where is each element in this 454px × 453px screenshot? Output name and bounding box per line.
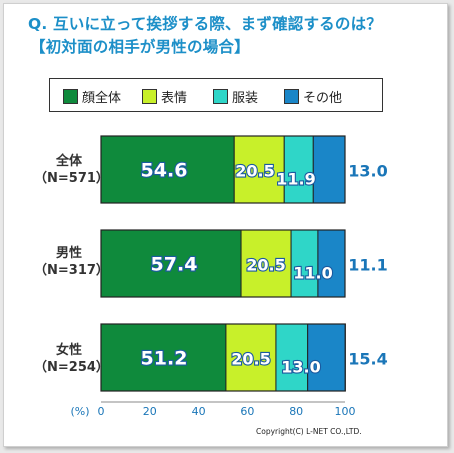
value-label-male-other: 11.1 bbox=[348, 256, 387, 275]
bar-female-clothing bbox=[275, 323, 309, 392]
bar-male-face bbox=[100, 229, 242, 298]
row-label-female: 女性 （N=254） bbox=[34, 342, 109, 376]
x-tick-label-100: 100 bbox=[335, 405, 356, 418]
row-name-male: 男性 bbox=[55, 246, 82, 261]
row-n-overall: （N=571） bbox=[34, 171, 109, 186]
bar-female-expression bbox=[225, 323, 277, 392]
value-label-overall-clothing: 11.9 bbox=[276, 170, 315, 189]
x-tick-label-40: 40 bbox=[192, 405, 206, 418]
chart-subtitle: 【初対面の相手が男性の場合】 bbox=[30, 38, 250, 56]
x-tick-label-0: 0 bbox=[98, 405, 105, 418]
value-label-female-other: 15.4 bbox=[348, 350, 387, 369]
row-label-overall: 全体 （N=571） bbox=[34, 153, 109, 187]
bar-overall-expression bbox=[233, 135, 285, 204]
legend-item-other: その他 bbox=[284, 87, 342, 106]
legend-item-face: 顔全体 bbox=[63, 87, 121, 106]
row-n-female: （N=254） bbox=[34, 360, 109, 375]
legend-item-expression: 表情 bbox=[142, 87, 187, 106]
legend-item-clothing: 服装 bbox=[213, 87, 258, 106]
bar-male-other bbox=[317, 229, 346, 298]
legend-label-clothing: 服装 bbox=[232, 91, 259, 106]
value-label-male-face: 57.4 bbox=[151, 254, 198, 276]
value-label-overall-face: 54.6 bbox=[141, 160, 188, 182]
legend-swatch-expression bbox=[142, 89, 157, 104]
row-label-male: 男性 （N=317） bbox=[34, 245, 109, 279]
legend-label-other: その他 bbox=[303, 91, 343, 106]
bar-overall-clothing bbox=[283, 135, 314, 204]
legend-swatch-other bbox=[284, 89, 299, 104]
value-label-female-clothing: 13.0 bbox=[281, 358, 320, 377]
bar-male-expression bbox=[240, 229, 292, 298]
bar-female-other bbox=[307, 323, 346, 392]
x-tick-label-80: 80 bbox=[289, 405, 303, 418]
value-label-female-expression: 20.5 bbox=[231, 350, 270, 369]
legend-label-expression: 表情 bbox=[161, 91, 188, 106]
x-tick-label-60: 60 bbox=[240, 405, 254, 418]
value-label-male-clothing: 11.0 bbox=[293, 264, 332, 283]
chart-title: Q. 互いに立って挨拶する際、まず確認するのは？ bbox=[28, 15, 382, 33]
value-label-female-face: 51.2 bbox=[141, 348, 188, 370]
bar-overall-other bbox=[312, 135, 346, 204]
value-label-overall-other: 13.0 bbox=[348, 162, 387, 181]
bar-outline-overall bbox=[100, 135, 346, 204]
legend: 顔全体 表情 服装 その他 bbox=[49, 78, 383, 112]
row-n-male: （N=317） bbox=[34, 263, 109, 278]
x-axis-unit: (%) bbox=[70, 405, 89, 418]
copyright-text: Copyright(C) L-NET CO.,LTD. bbox=[256, 427, 362, 436]
row-name-female: 女性 bbox=[55, 343, 82, 358]
bar-male-clothing bbox=[290, 229, 319, 298]
legend-swatch-face bbox=[63, 89, 78, 104]
value-label-male-expression: 20.5 bbox=[246, 256, 285, 275]
legend-swatch-clothing bbox=[213, 89, 228, 104]
bar-outline-female bbox=[100, 323, 346, 392]
row-name-overall: 全体 bbox=[55, 154, 82, 169]
legend-label-face: 顔全体 bbox=[82, 91, 122, 106]
bar-outline-male bbox=[100, 229, 346, 298]
value-label-overall-expression: 20.5 bbox=[235, 162, 274, 181]
x-tick-label-20: 20 bbox=[143, 405, 157, 418]
